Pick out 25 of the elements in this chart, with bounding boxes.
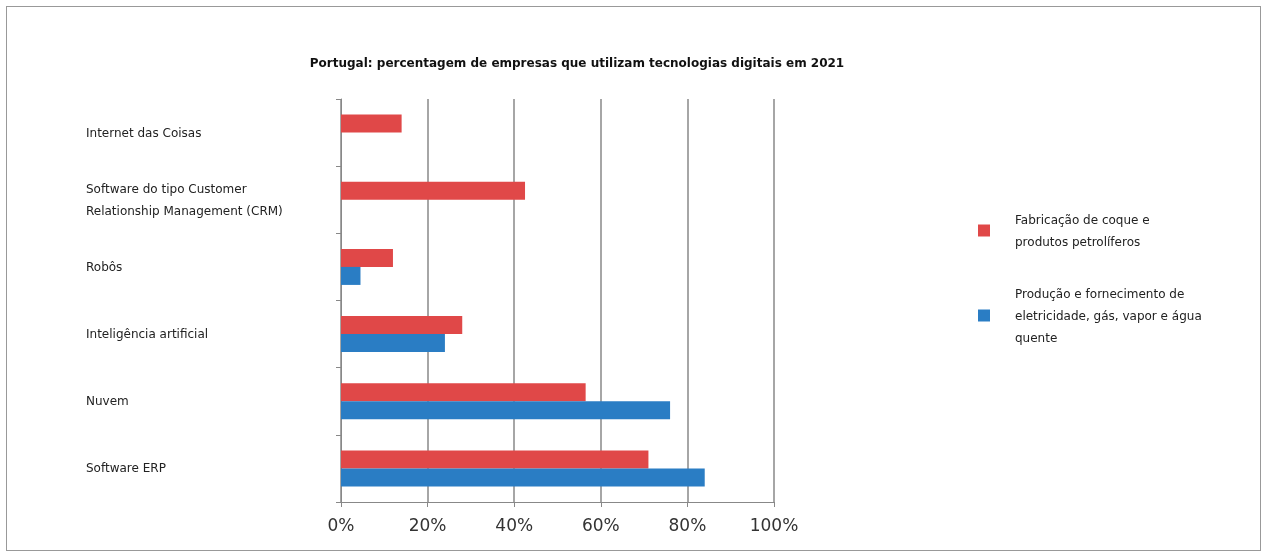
- bar: [341, 383, 586, 402]
- x-tick-label: 100%: [749, 514, 799, 535]
- y-tick-label: Software ERP: [86, 461, 166, 476]
- bar: [341, 316, 463, 335]
- y-tick-label: Software do tipo Customer Relationship Management (CRM): [86, 181, 283, 218]
- chart-title: Portugal: percentagem de empresas que utilizam tecnologias digitais em 2021: [309, 56, 845, 70]
- x-tick-label: 80%: [668, 514, 707, 535]
- bar: [341, 266, 361, 285]
- y-tick-label: Robôs: [86, 259, 123, 274]
- legend-label: Fabricação de coque e produtos petrolíferos: [1015, 212, 1154, 249]
- legend-label: Produção e fornecimento de eletricidade, gás, vapor e água quente: [1015, 286, 1206, 345]
- bar: [341, 450, 649, 469]
- bar: [341, 181, 526, 200]
- bar: [341, 401, 671, 420]
- x-tick-label: 0%: [327, 514, 355, 535]
- bar: [341, 468, 705, 487]
- bar: [341, 114, 402, 133]
- y-tick-label: Nuvem: [86, 394, 129, 409]
- bar: [341, 334, 445, 353]
- x-tick-label: 20%: [408, 514, 447, 535]
- bar: [341, 248, 393, 267]
- x-tick-label: 40%: [495, 514, 534, 535]
- x-tick-label: 60%: [581, 514, 620, 535]
- y-tick-label: Internet das Coisas: [86, 125, 202, 140]
- y-tick-label: Inteligência artificial: [86, 327, 209, 342]
